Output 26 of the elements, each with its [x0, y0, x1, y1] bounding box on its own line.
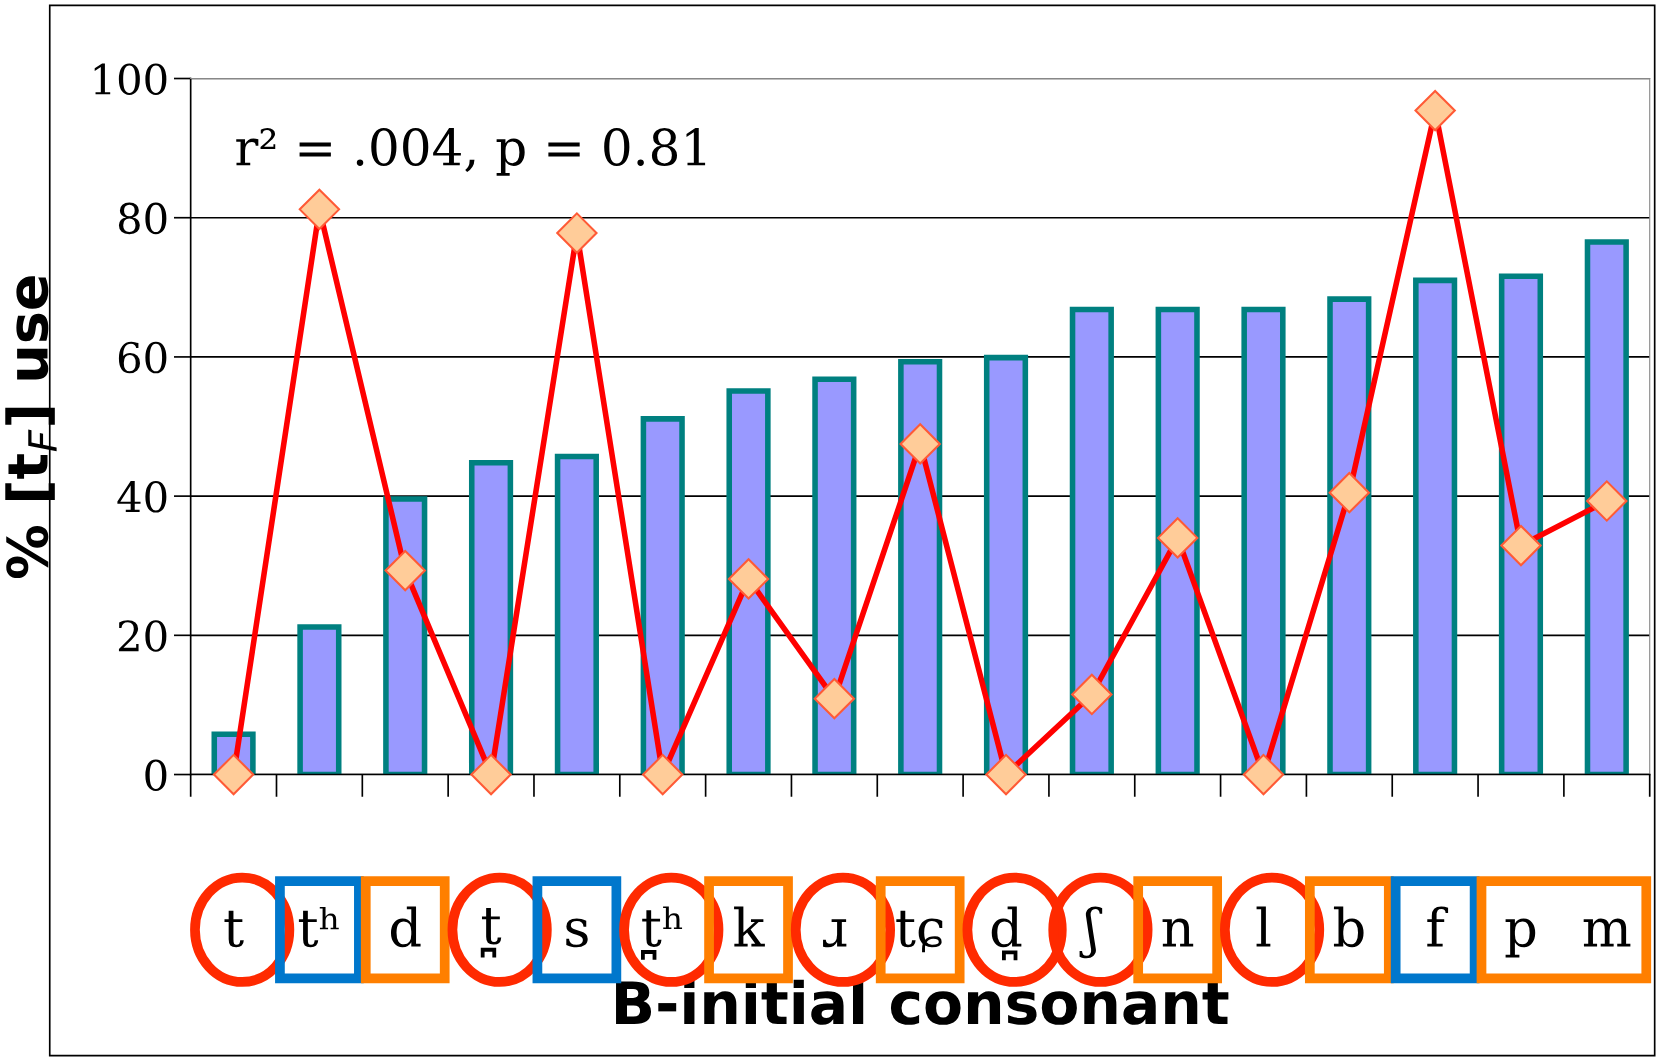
x-axis-title: B-initial consonant: [616, 979, 1229, 1025]
x-tick-label: d: [390, 906, 421, 948]
x-tick-label: tʰ: [298, 906, 339, 948]
y-axis-title: % [t$_{F}$] use: [5, 276, 57, 579]
x-tick-label: t̪ʰ: [641, 906, 683, 960]
x-tick-label: s: [566, 918, 588, 948]
x-tick-label: f: [1427, 906, 1449, 947]
x-tick-label: b: [1333, 906, 1364, 948]
y-tick-label: 20: [118, 620, 167, 652]
x-tick-label: l: [1256, 906, 1271, 947]
y-tick-label: 40: [117, 481, 167, 513]
x-tick-label: t: [224, 910, 244, 948]
y-tick-label: 0: [145, 759, 167, 791]
x-tick-label: d̪: [991, 906, 1022, 961]
x-tick-label: tɕ: [896, 910, 943, 953]
x-tick-label: n: [1162, 918, 1194, 947]
x-tick-label: p: [1505, 918, 1536, 958]
x-tick-label: ɹ: [823, 919, 847, 948]
y-tick-label: 80: [118, 202, 167, 235]
x-tick-label: m: [1583, 918, 1631, 947]
x-tick-label: ʃ: [1079, 906, 1103, 959]
annotation: r² = .004, p = 0.81: [236, 128, 706, 176]
x-tick-label: t̪: [480, 907, 502, 958]
x-tick-label: k: [734, 906, 765, 947]
y-tick-label: 100: [94, 63, 167, 95]
y-tick-label: 60: [118, 341, 167, 374]
